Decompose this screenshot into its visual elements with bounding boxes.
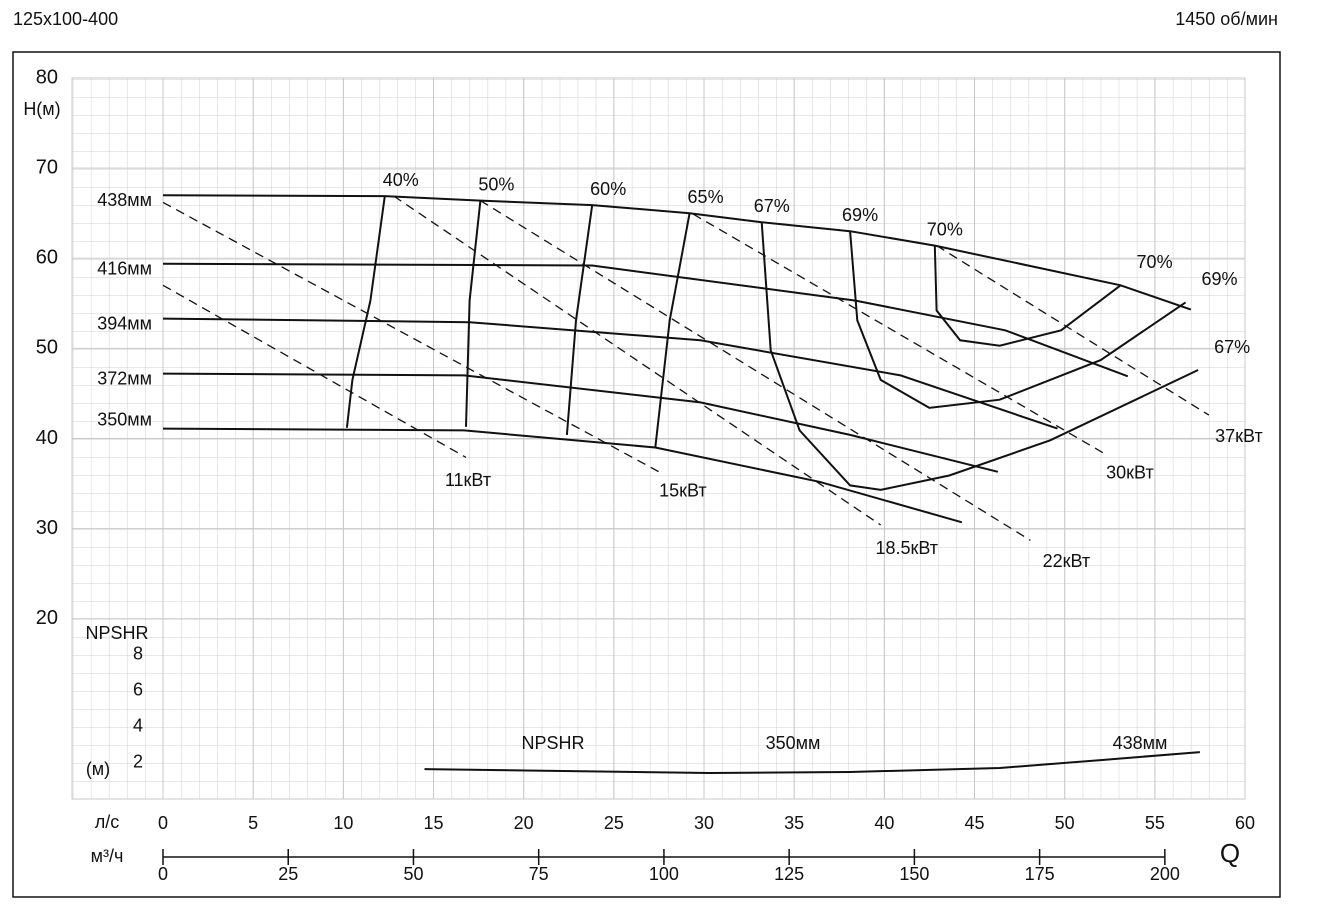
power-line [936, 245, 1210, 416]
power-label: 15кВт [659, 481, 707, 501]
y-tick-label: 20 [36, 607, 58, 629]
y2-tick-label: 4 [133, 716, 143, 736]
x2-axis-label: м³/ч [91, 846, 124, 866]
power-label: 37кВт [1215, 426, 1263, 446]
efficiency-curve [654, 213, 691, 448]
x-tick-label: 15 [423, 813, 443, 833]
x-tick-label: 30 [694, 813, 714, 833]
diameter-label: 372мм [97, 368, 152, 388]
power-label: 30кВт [1106, 462, 1154, 482]
power-label: 22кВт [1043, 551, 1091, 571]
x-tick-label: 10 [333, 813, 353, 833]
y-tick-label: 80 [36, 66, 58, 88]
y-tick-label: 50 [36, 337, 58, 359]
x-tick-label: 35 [784, 813, 804, 833]
x2-tick-label: 75 [529, 864, 549, 884]
head-curve [162, 194, 1192, 311]
efficiency-curve [849, 231, 1187, 409]
npshr-label: NPSHR [521, 733, 584, 753]
power-line [162, 201, 660, 473]
efficiency-label: 70% [1137, 252, 1173, 272]
efficiency-label: 67% [754, 196, 790, 216]
x-tick-label: 40 [874, 813, 894, 833]
x-axis-label: л/с [95, 812, 120, 832]
x2-tick-label: 50 [403, 864, 423, 884]
efficiency-label: 60% [590, 179, 626, 199]
diameter-label: 350мм [97, 409, 152, 429]
y2-tick-label: 8 [133, 644, 143, 664]
y2-tick-label: 2 [133, 752, 143, 772]
diameter-label: 416мм [97, 258, 152, 278]
npshr-curve [424, 751, 1200, 775]
power-label: 11кВт [445, 470, 491, 490]
head-curve [162, 372, 999, 473]
efficiency-curve [465, 200, 482, 427]
y-axis-label: Н(м) [23, 99, 60, 119]
efficiency-label: 67% [1214, 337, 1250, 357]
power-label: 18.5кВт [875, 538, 938, 558]
y-tick-label: 60 [36, 247, 58, 269]
npshr-label: 350мм [766, 733, 821, 753]
x-tick-label: 20 [514, 813, 534, 833]
x2-tick-label: 200 [1150, 864, 1180, 884]
y-tick-label: 70 [36, 156, 58, 178]
x2-tick-label: 25 [278, 864, 298, 884]
chart-title: 125х100-400 [13, 9, 118, 29]
x2-tick-label: 125 [774, 864, 804, 884]
x-tick-label: 0 [158, 813, 168, 833]
diameter-label: 438мм [97, 190, 152, 210]
power-line [692, 213, 1109, 457]
diameter-label: 394мм [97, 313, 152, 333]
x2-tick-label: 175 [1025, 864, 1055, 884]
head-curve [162, 317, 1058, 430]
efficiency-label: 70% [927, 219, 963, 239]
npshr-label: 438мм [1113, 733, 1168, 753]
y-tick-label: 30 [36, 517, 58, 539]
frame [12, 51, 1281, 898]
efficiency-curve [345, 195, 386, 428]
efficiency-curve [933, 245, 1122, 347]
y2-tick-label: 6 [133, 680, 143, 700]
efficiency-curve [760, 222, 1199, 491]
x-tick-label: 45 [964, 813, 984, 833]
x-tick-label: 5 [248, 813, 258, 833]
efficiency-curve [565, 204, 594, 435]
x-tick-label: 55 [1145, 813, 1165, 833]
speed-label: 1450 об/мин [1175, 9, 1278, 29]
efficiency-label: 69% [1201, 269, 1237, 289]
x-tick-label: 25 [604, 813, 624, 833]
efficiency-label: 50% [478, 174, 514, 194]
x2-tick-label: 100 [649, 864, 679, 884]
y2-unit: (м) [86, 759, 110, 779]
power-line [480, 200, 1031, 541]
x2-tick-label: 150 [899, 864, 929, 884]
q-symbol: Q [1220, 838, 1240, 868]
power-line [162, 284, 467, 458]
efficiency-label: 65% [688, 187, 724, 207]
y2-axis-label: NPSHR [85, 623, 148, 643]
efficiency-label: 69% [842, 205, 878, 225]
x-tick-label: 60 [1235, 813, 1255, 833]
efficiency-label: 40% [383, 170, 419, 190]
y-tick-label: 40 [36, 427, 58, 449]
x2-tick-label: 0 [158, 864, 168, 884]
x-tick-label: 50 [1055, 813, 1075, 833]
